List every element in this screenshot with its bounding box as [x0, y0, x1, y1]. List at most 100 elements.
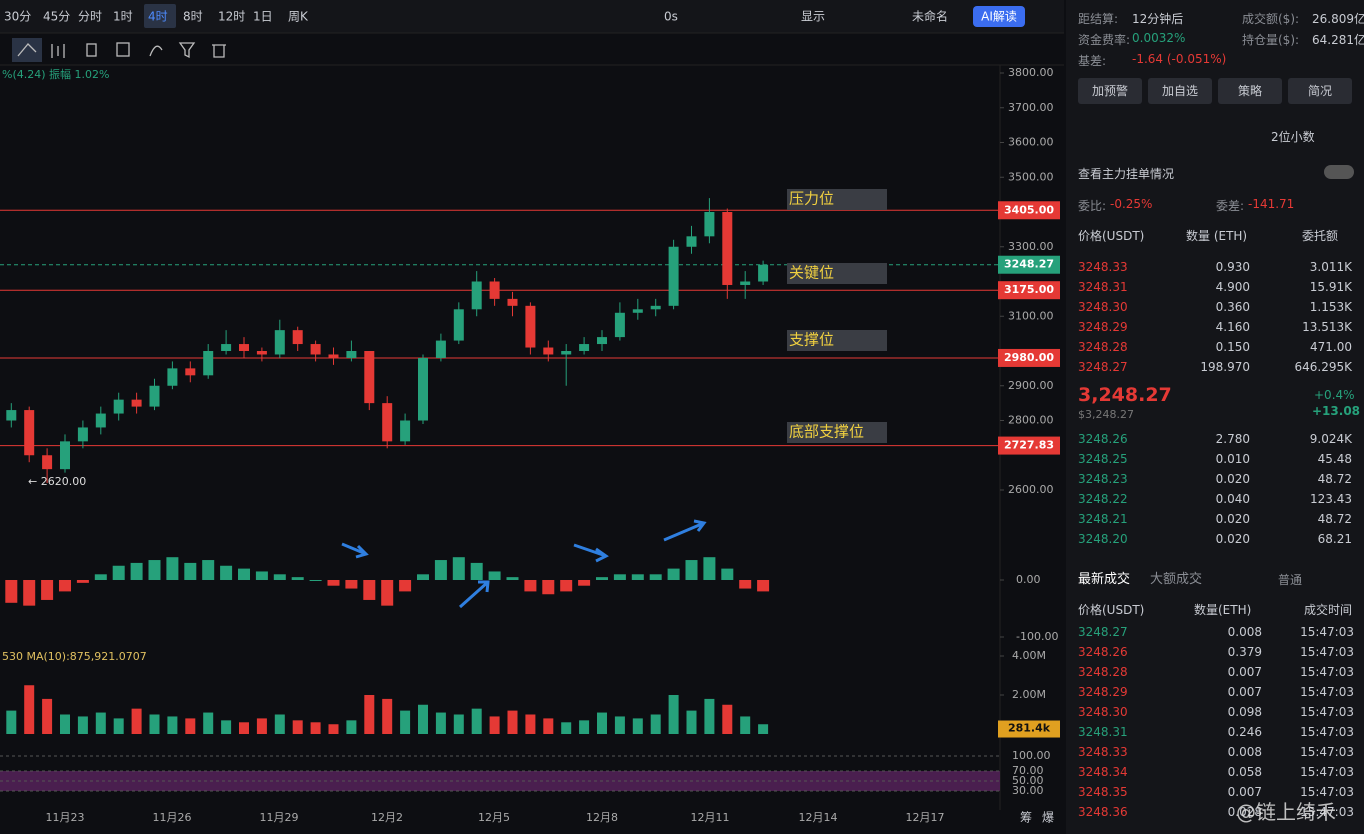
ask-cell: 4.900	[1215, 280, 1250, 294]
toggle[interactable]	[1324, 165, 1354, 179]
macd-bar	[542, 580, 555, 595]
arrows	[341, 519, 707, 609]
candle-body	[292, 330, 303, 345]
macd-bar	[596, 577, 608, 580]
trade-price: 3248.36	[1078, 805, 1128, 819]
stat-value: 12分钟后	[1132, 12, 1184, 26]
candle-body	[6, 410, 17, 421]
bid-cell: 3248.22	[1078, 492, 1128, 506]
panel-button[interactable]: 策略	[1218, 78, 1282, 104]
arrow	[663, 519, 707, 542]
level-note-bg	[787, 422, 887, 443]
candle-body	[632, 309, 643, 313]
ask-cell: 15.91K	[1309, 280, 1352, 294]
display-toggle[interactable]: 显示	[801, 10, 825, 24]
level-note: 关键位	[789, 264, 834, 282]
volume-bar	[239, 722, 249, 734]
interval[interactable]: 分时	[78, 10, 102, 24]
candle-body	[382, 403, 393, 442]
volume-bar	[614, 716, 625, 734]
ask-cell: 646.295K	[1294, 360, 1353, 374]
volume-bar	[525, 714, 536, 734]
interval[interactable]: 8时	[183, 10, 203, 24]
candle-body	[686, 236, 697, 247]
trade-price: 3248.29	[1078, 685, 1128, 699]
macd-bar	[434, 560, 447, 580]
volume-bar	[489, 716, 500, 734]
volume-tick-label: 2.00M	[1012, 688, 1046, 701]
volume-bar	[435, 712, 446, 734]
y-tick-label: 2900.00	[1008, 379, 1054, 392]
trade-qty: 0.379	[1227, 645, 1262, 659]
filter: 普通	[1278, 573, 1303, 587]
macd-bar	[739, 580, 752, 589]
macd-bar	[578, 580, 591, 586]
level-tag	[998, 436, 1060, 455]
icon	[178, 42, 196, 59]
trade-tab[interactable]: 大额成交	[1150, 572, 1203, 587]
bid-cell: 3248.26	[1078, 432, 1128, 446]
precision: 2位小数	[1271, 130, 1315, 144]
volume-bar	[203, 712, 214, 734]
ask-cell: 4.160	[1215, 320, 1250, 334]
interval[interactable]: 45分	[43, 10, 70, 24]
y-tick-label: 3700.00	[1008, 101, 1054, 114]
candle-body	[489, 281, 500, 299]
low-label: ← 2620.00	[28, 475, 86, 488]
ask-cell: 3248.31	[1078, 280, 1128, 294]
volume-bar	[77, 716, 88, 734]
footer-item[interactable]: 爆	[1042, 811, 1054, 825]
macd-bar	[560, 580, 573, 592]
macd-bar	[273, 574, 286, 580]
candle-body	[579, 344, 590, 351]
volume-bar	[650, 714, 661, 734]
trade-time: 15:47:03	[1300, 705, 1354, 719]
icon	[116, 42, 130, 57]
interval[interactable]: 1日	[253, 10, 273, 24]
x-tick-label: 12月2	[371, 811, 403, 824]
stat-value: 0.0032%	[1132, 31, 1186, 45]
volume-bar	[543, 718, 554, 734]
countdown[interactable]: 0s	[664, 10, 678, 24]
panel-button[interactable]: 简况	[1288, 78, 1352, 104]
interval[interactable]: 周K	[288, 10, 309, 24]
macd-bar	[309, 580, 322, 581]
last-price: 3,248.27	[1078, 384, 1172, 406]
macd-bar	[94, 574, 107, 580]
candle-body	[525, 305, 536, 348]
bid-cell: 0.020	[1215, 532, 1250, 546]
stat-value: 64.281亿	[1312, 33, 1364, 47]
interval[interactable]: 1时	[113, 10, 133, 24]
change: +13.08	[1312, 404, 1361, 418]
footer-item[interactable]: 筹	[1020, 811, 1032, 825]
x-tick-label: 11月26	[153, 811, 192, 824]
trade-tab[interactable]: 最新成交	[1078, 572, 1131, 587]
macd-bar	[649, 574, 662, 580]
volume-bar	[561, 722, 572, 734]
arrow	[341, 542, 369, 559]
ask-cell: 0.360	[1215, 300, 1250, 314]
ai-button[interactable]	[973, 6, 1025, 27]
candle-body	[543, 347, 554, 355]
interval[interactable]: 30分	[4, 10, 31, 24]
macd-bar	[184, 562, 197, 580]
rsi-tick-label: 100.00	[1012, 749, 1051, 762]
panel-button[interactable]: 加预警	[1078, 78, 1142, 104]
ai-button-label[interactable]: AI解读	[981, 10, 1017, 24]
macd-bar	[238, 568, 250, 580]
bid-cell: 48.72	[1317, 472, 1352, 486]
macd-bar	[452, 557, 465, 580]
y-tick-label: 3600.00	[1008, 136, 1054, 149]
trade-price: 3248.30	[1078, 705, 1128, 719]
trade-price: 3248.34	[1078, 765, 1128, 779]
macd-bar	[41, 580, 54, 600]
macd-bar	[255, 571, 268, 580]
candle-body	[597, 337, 607, 345]
ask-cell: 471.00	[1310, 340, 1352, 354]
panel-button[interactable]: 加自选	[1148, 78, 1212, 104]
interval[interactable]: 4时	[148, 10, 168, 24]
arrow	[573, 543, 609, 563]
bid-cell: 0.020	[1215, 472, 1250, 486]
layout-name[interactable]: 未命名	[912, 9, 948, 24]
interval[interactable]: 12时	[218, 10, 245, 24]
